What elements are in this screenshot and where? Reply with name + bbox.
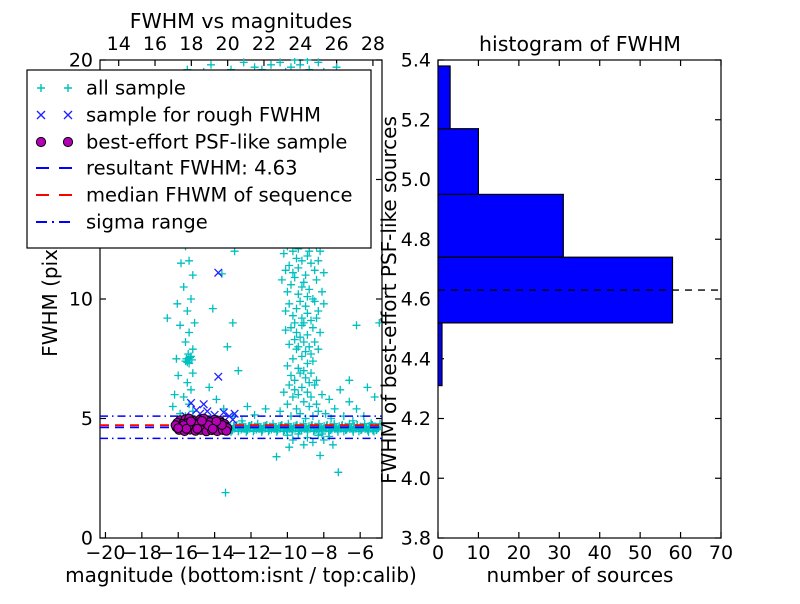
histogram-y-ticks: 3.8 4.0 4.2 4.4 4.6 4.8 5.0 5.2 5.4: [401, 50, 721, 550]
legend-item-0: all sample: [37, 77, 186, 100]
histogram-bars: [438, 65, 674, 387]
x-tick-label: −10: [267, 542, 307, 564]
top-tick-label: 24: [288, 33, 312, 55]
x-tick-label: −16: [158, 542, 198, 564]
x-tick-label: −18: [122, 542, 162, 564]
y-tick-label: 5: [81, 408, 93, 430]
y-tick-label: 4.4: [401, 348, 431, 370]
histogram-bar: [438, 128, 480, 195]
histogram-bar: [438, 193, 564, 258]
legend-label: sample for rough FWHM: [86, 104, 321, 127]
x-tick-label: 70: [709, 542, 733, 564]
series-psf-like-sample: [170, 413, 233, 437]
scatter-x-ticks: −20−18−16−14−12−10 −8 −6: [85, 532, 374, 564]
plus-marker-icon: [37, 84, 45, 92]
x-tick-label: 50: [628, 542, 652, 564]
y-tick-label: 0: [81, 528, 93, 550]
scatter-plot-axes: −20−18−16−14−12−10 −8 −6 14 16 18 20 22 24 26 28 0 5…: [69, 33, 385, 564]
psf-sample-point: [173, 423, 184, 434]
scatter-plot-title: FWHM vs magnitudes: [130, 9, 353, 33]
x-tick-label: −20: [85, 542, 125, 564]
circle-marker-icon: [62, 136, 74, 148]
x-tick-label: 0: [432, 542, 444, 564]
histogram-bar: [438, 65, 451, 130]
circle-marker-icon: [35, 136, 47, 148]
x-tick-label: 40: [588, 542, 612, 564]
psf-sample-point: [186, 416, 196, 427]
psf-sample-point: [197, 416, 207, 426]
x-tick-label: 10: [466, 542, 490, 564]
psf-sample-point: [207, 423, 218, 434]
legend-label: median FHWM of sequence: [86, 184, 352, 207]
top-tick-label: 26: [325, 33, 349, 55]
top-tick-label: 28: [361, 33, 385, 55]
y-tick-label: 3.8: [401, 528, 431, 550]
scatter-xaxis-label: magnitude (bottom:isnt / top:calib): [65, 563, 417, 587]
legend: all sample sample for rough FWHM best-effo…: [26, 69, 372, 249]
legend-label: all sample: [86, 77, 186, 100]
x-tick-label: 20: [507, 542, 531, 564]
legend-box: [26, 69, 372, 249]
top-tick-label: 20: [216, 33, 240, 55]
legend-label: best-effort PSF-like sample: [86, 131, 347, 154]
y-tick-label: 4.6: [401, 289, 431, 311]
y-tick-label: 10: [69, 289, 93, 311]
y-tick-label: 5.2: [401, 109, 431, 131]
top-tick-label: 22: [252, 33, 276, 55]
y-tick-label: 4.2: [401, 408, 431, 430]
x-tick-label: −12: [231, 542, 271, 564]
legend-item-3: resultant FWHM: 4.63: [36, 157, 298, 180]
x-tick-label: −6: [346, 542, 374, 564]
legend-item-5: sigma range: [36, 211, 208, 234]
histogram-bar: [438, 322, 443, 387]
legend-item-2: best-effort PSF-like sample: [35, 131, 347, 154]
y-tick-label: 5.4: [401, 50, 431, 72]
top-tick-label: 18: [179, 33, 203, 55]
legend-label: sigma range: [86, 211, 208, 234]
psf-sample-point: [181, 423, 192, 434]
top-tick-label: 16: [143, 33, 167, 55]
x-marker-icon: [36, 110, 46, 120]
y-tick-label: 20: [69, 50, 93, 72]
histogram-x-ticks: 0 10 20 30 40 50 60 70: [432, 60, 733, 564]
scatter-top-ticks: 14 16 18 20 22 24 26 28: [107, 33, 385, 66]
scatter-yaxis-label: FWHM (pix): [38, 241, 62, 357]
y-tick-label: 5.0: [401, 169, 431, 191]
y-tick-label: 4.0: [401, 468, 431, 490]
histogram-axes: 0 10 20 30 40 50 60 70 3.8 4.0 4.2 4.4 4.6 4.8 5.0 5.2 5…: [401, 50, 733, 565]
top-tick-label: 14: [107, 33, 131, 55]
x-tick-label: 30: [547, 542, 571, 564]
psf-sample-point: [192, 423, 203, 434]
legend-label: resultant FWHM: 4.63: [86, 157, 298, 180]
legend-item-1: sample for rough FWHM: [36, 104, 321, 127]
x-tick-label: −14: [195, 542, 235, 564]
x-tick-label: −8: [310, 542, 338, 564]
y-tick-label: 4.8: [401, 229, 431, 251]
x-marker-icon: [63, 110, 73, 120]
plus-marker-icon: [64, 84, 72, 92]
scatter-plot-area: [100, 58, 382, 497]
legend-item-4: median FHWM of sequence: [36, 184, 352, 207]
histogram-yaxis-label: FWHM of best-effort PSF-like sources: [377, 116, 401, 484]
histogram-title: histogram of FWHM: [479, 32, 681, 56]
x-tick-label: 60: [668, 542, 692, 564]
histogram-xaxis-label: number of sources: [487, 563, 674, 587]
